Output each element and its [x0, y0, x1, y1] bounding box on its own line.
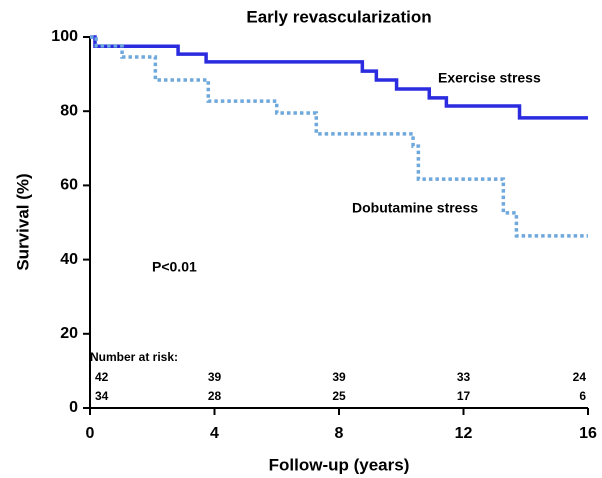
- risk-number: 24: [573, 370, 587, 384]
- x-tick-label: 12: [455, 425, 473, 442]
- x-tick-label: 16: [579, 425, 597, 442]
- x-tick-label: 8: [335, 425, 344, 442]
- risk-number: 42: [95, 370, 109, 384]
- series-label: Exercise stress: [438, 70, 541, 86]
- risk-table-title: Number at risk:: [90, 350, 178, 364]
- y-tick-label: 0: [69, 399, 78, 416]
- y-tick-label: 100: [51, 28, 78, 45]
- x-tick-label: 0: [86, 425, 95, 442]
- risk-number: 28: [208, 389, 222, 403]
- chart-title: Early revascularization: [246, 7, 431, 26]
- risk-number: 39: [208, 370, 222, 384]
- risk-number: 39: [332, 370, 346, 384]
- survival-curve: [90, 35, 588, 238]
- y-axis-label: Survival (%): [13, 173, 32, 270]
- survival-curve: [90, 35, 588, 120]
- series-label: Dobutamine stress: [352, 200, 478, 216]
- y-tick-label: 60: [60, 177, 78, 194]
- risk-number: 6: [579, 389, 586, 403]
- risk-number: 34: [95, 389, 109, 403]
- y-tick-label: 40: [60, 251, 78, 268]
- risk-number: 17: [457, 389, 471, 403]
- x-axis-label: Follow-up (years): [269, 455, 410, 474]
- y-tick-label: 80: [60, 102, 78, 119]
- x-tick-label: 4: [210, 425, 219, 442]
- risk-number: 33: [457, 370, 471, 384]
- annotation: P<0.01: [152, 259, 197, 275]
- y-tick-label: 20: [60, 325, 78, 342]
- risk-number: 25: [332, 389, 346, 403]
